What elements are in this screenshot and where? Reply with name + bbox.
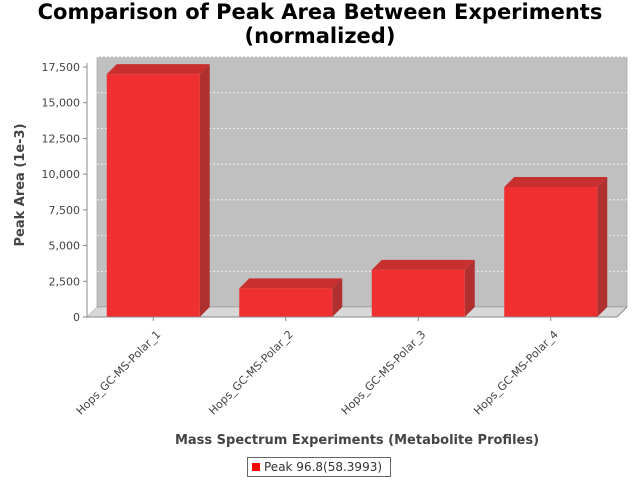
wall-edge: [86, 306, 98, 318]
bar-side: [464, 259, 475, 317]
bar-top: [239, 278, 343, 289]
y-axis-label: Peak Area (1e-3): [13, 123, 28, 246]
bar: [504, 177, 608, 317]
x-tick-label: Hops_GC-MS-Polar_2: [206, 328, 296, 418]
chart-title-line-2: (normalized): [244, 24, 396, 48]
y-axis: 0 2,500 5,000 7,500 10,000 12,500 15,000 17,500: [42, 61, 88, 324]
chart-title: Comparison of Peak Area Between Experime…: [0, 0, 640, 48]
legend-label: Peak 96.8(58.3993): [264, 460, 383, 474]
y-tick-label: 5,000: [49, 240, 81, 253]
y-tick-label: 2,500: [49, 275, 81, 288]
y-tick-label: 0: [73, 311, 80, 324]
legend-swatch: [252, 463, 260, 471]
x-tick-label: Hops_GC-MS-Polar_4: [471, 328, 561, 418]
bar-side: [199, 64, 210, 318]
bar-side: [332, 278, 343, 317]
bar: [371, 259, 475, 317]
bar: [106, 64, 210, 318]
plot-background: [86, 56, 628, 318]
x-axis-label: Mass Spectrum Experiments (Metabolite Pr…: [175, 433, 539, 448]
bar-front: [504, 187, 598, 317]
x-axis: Hops_GC-MS-Polar_1 Hops_GC-MS-Polar_2 Hops…: [74, 306, 628, 418]
bar-top: [504, 177, 608, 187]
y-tick-label: 12,500: [42, 132, 81, 145]
bar-top: [106, 64, 210, 75]
chart-title-line-1: Comparison of Peak Area Between Experime…: [37, 0, 603, 24]
bar-side: [597, 177, 608, 317]
y-tick-label: 15,000: [42, 97, 81, 110]
x-tick-label: Hops_GC-MS-Polar_3: [339, 328, 429, 418]
legend: Peak 96.8(58.3993): [247, 457, 391, 477]
bar-front: [371, 269, 465, 317]
y-tick-label: 10,000: [42, 168, 81, 181]
x-axis-edge: [616, 306, 628, 318]
x-tick-label: Hops_GC-MS-Polar_1: [74, 328, 164, 418]
bar-top: [371, 259, 475, 270]
y-tick-label: 7,500: [49, 204, 81, 217]
bars: [106, 64, 608, 318]
bar-front: [106, 74, 200, 318]
y-tick-label: 17,500: [42, 61, 81, 74]
bar: [239, 278, 343, 317]
bar-front: [239, 288, 333, 317]
